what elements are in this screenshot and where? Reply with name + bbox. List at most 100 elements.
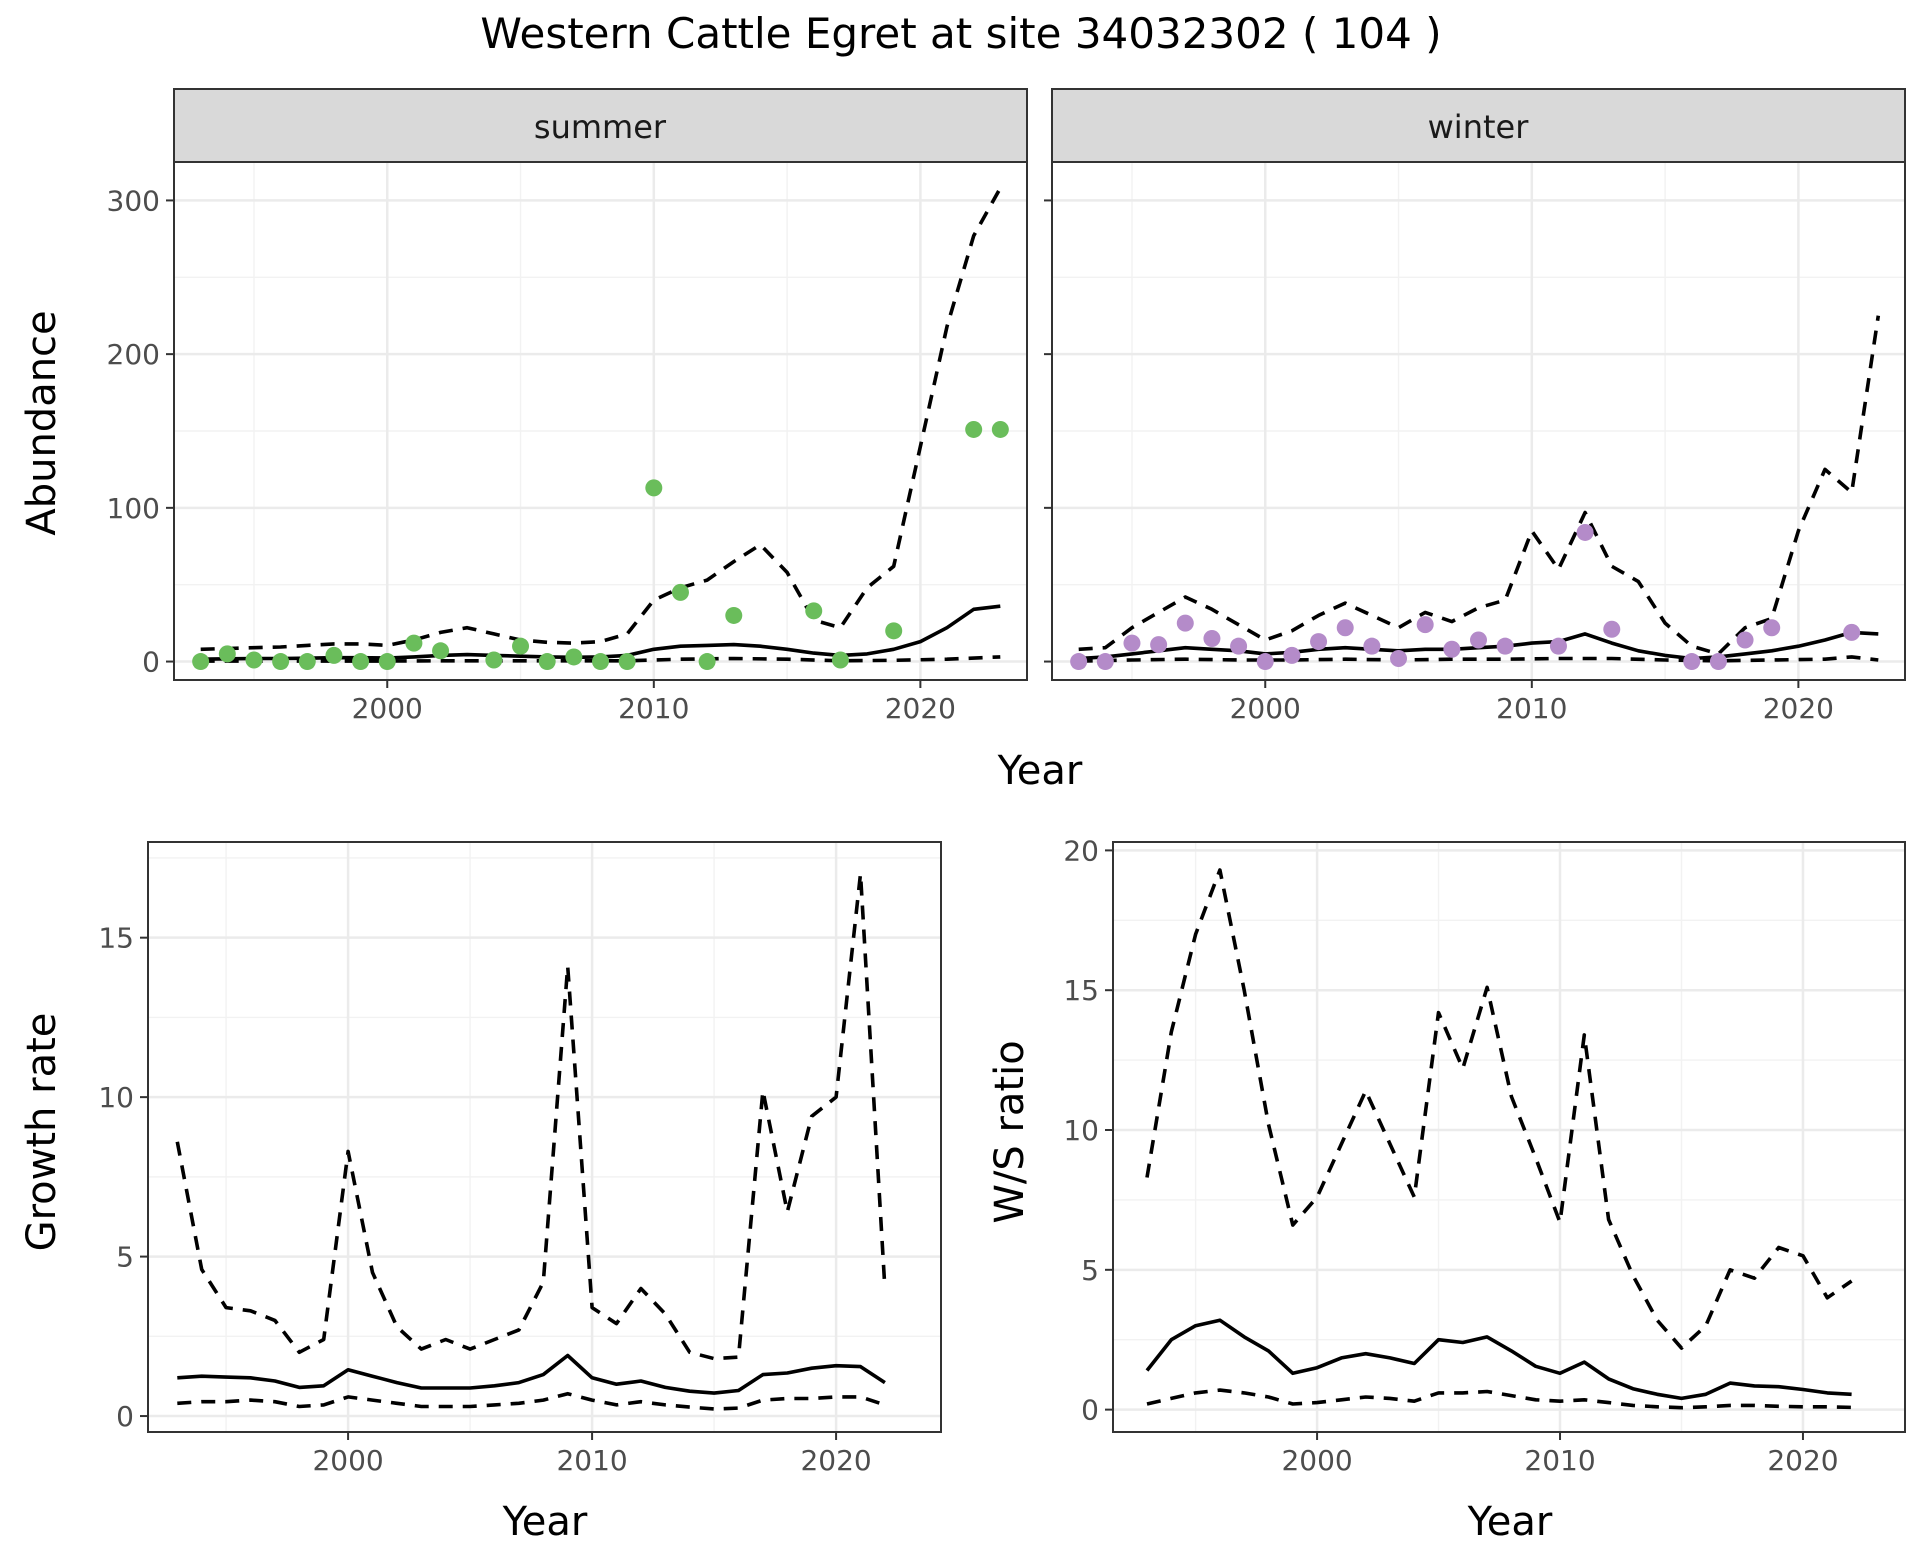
- abundance-summer-data-point: [698, 653, 716, 671]
- abundance-summer-data-point: [885, 622, 903, 640]
- abundance-winter-data-point: [1310, 633, 1328, 651]
- abundance-summer-data-point: [618, 653, 636, 671]
- y-tick-label: 15: [1063, 974, 1099, 1007]
- y-tick-label: 0: [142, 646, 160, 679]
- y-tick-label: 5: [116, 1241, 134, 1274]
- abundance-summer-data-point: [991, 420, 1009, 438]
- x-tick-label: 2010: [1524, 1444, 1595, 1477]
- abundance-summer-data-point: [325, 646, 343, 664]
- x-tick-label: 2000: [312, 1444, 383, 1477]
- facet-strip-summer: [173, 88, 1028, 163]
- y-tick-label: 20: [1063, 834, 1099, 867]
- growth-rate-panel-border: [147, 841, 942, 1433]
- abundance-summer-data-point: [298, 653, 316, 671]
- figure-title: Western Cattle Egret at site 34032302 ( …: [480, 9, 1441, 58]
- abundance-summer-data-point: [512, 637, 530, 655]
- ws-ratio-chart: Year W/S ratio 2000 2010 2020 0 5 10 15 20: [987, 834, 1906, 1545]
- abundance-winter-data-point: [1096, 653, 1114, 671]
- ws-ratio-upper-bound-line: [1145, 868, 1853, 1350]
- abundance-summer-data-point: [725, 606, 743, 624]
- abundance-winter-data-point: [1603, 620, 1621, 638]
- y-tick-label: 5: [1081, 1254, 1099, 1287]
- abundance-summer-data-point: [565, 648, 583, 666]
- abundance-winter-data-point: [1683, 653, 1701, 671]
- abundance-winter-data-point: [1336, 619, 1354, 637]
- abundance-winter-data-point: [1443, 640, 1461, 658]
- abundance-summer-data-point: [671, 583, 689, 601]
- growth-rate-upper-bound-line: [175, 872, 887, 1361]
- abundance-summer-data-point: [485, 651, 503, 669]
- abundance-winter-data-point: [1576, 523, 1594, 541]
- growth-rate-lower-bound-line: [177, 1391, 886, 1411]
- abundance-winter-data-point: [1150, 636, 1168, 654]
- abundance-summer-data-point: [805, 602, 823, 620]
- y-tick-label: 10: [98, 1081, 134, 1114]
- y-tick-label: 10: [1063, 1114, 1099, 1147]
- x-tick-label: 2000: [1281, 1444, 1352, 1477]
- facet-label-winter: winter: [1428, 108, 1530, 146]
- abundance-summer-upper-bound-line: [200, 187, 1002, 652]
- y-tick-label: 300: [107, 184, 160, 217]
- abundance-winter-data-point: [1390, 649, 1408, 667]
- x-tick-label: 2020: [800, 1444, 871, 1477]
- abundance-summer-data-point: [965, 420, 983, 438]
- abundance-winter-data-point: [1363, 637, 1381, 655]
- abundance-winter-data-point: [1763, 619, 1781, 637]
- abundance-winter-data-point: [1843, 623, 1861, 641]
- growth-rate-fit-line: [177, 1353, 886, 1395]
- x-tick-label: 2020: [1763, 692, 1834, 725]
- ws-ratio-panel-border: [1112, 841, 1906, 1433]
- abundance-summer-data-point: [432, 642, 450, 660]
- abundance-winter-upper-bound-line: [1078, 315, 1881, 656]
- abundance-summer-data-point: [218, 645, 236, 663]
- abundance-winter-data-point: [1283, 646, 1301, 664]
- abundance-winter-data-point: [1123, 634, 1141, 652]
- abundance-summer-data-point: [405, 634, 423, 652]
- abundance-winter-panel-border: [1051, 161, 1906, 681]
- abundance-winter-data-point: [1070, 653, 1088, 671]
- x-tick-label: 2000: [1230, 692, 1301, 725]
- y-axis-title-abundance: Abundance: [19, 310, 65, 535]
- y-tick-label: 100: [107, 492, 160, 525]
- y-axis-title-growth: Growth rate: [19, 1013, 65, 1252]
- ws-ratio-lower-bound-line: [1146, 1388, 1852, 1410]
- y-tick-label: 15: [98, 922, 134, 955]
- abundance-summer-panel-border: [173, 161, 1028, 681]
- abundance-summer-data-point: [592, 653, 609, 671]
- x-axis-title-ws: Year: [1467, 1499, 1553, 1545]
- x-tick-label: 2000: [352, 692, 423, 725]
- abundance-winter-data-point: [1709, 653, 1727, 671]
- abundance-summer-data-point: [645, 479, 663, 497]
- abundance-winter-data-point: [1203, 629, 1221, 647]
- abundance-winter-data-point: [1256, 653, 1274, 671]
- y-tick-label: 200: [107, 338, 160, 371]
- facet-label-summer: summer: [534, 108, 667, 146]
- y-tick-label: 0: [1081, 1394, 1099, 1427]
- facet-summer: summer 2000 2010 2020 0 100 200 300: [107, 88, 1028, 725]
- abundance-winter-data-point: [1230, 637, 1248, 655]
- abundance-summer-data-point: [378, 653, 396, 671]
- abundance-winter-data-point: [1496, 637, 1514, 655]
- x-axis-title-abundance: Year: [997, 748, 1083, 794]
- facet-winter: winter 2000 2010 2020: [1044, 88, 1906, 725]
- abundance-winter-data-point: [1549, 637, 1567, 655]
- abundance-summer-data-point: [245, 651, 263, 669]
- abundance-winter-data-point: [1736, 631, 1754, 649]
- y-axis-title-ws: W/S ratio: [987, 1040, 1033, 1223]
- abundance-summer-data-point: [538, 653, 556, 671]
- x-tick-label: 2010: [618, 692, 689, 725]
- x-tick-label: 2020: [885, 692, 956, 725]
- abundance-summer-data-point: [272, 653, 290, 671]
- x-tick-label: 2020: [1767, 1444, 1838, 1477]
- abundance-summer-fit-line: [200, 604, 1001, 661]
- x-tick-label: 2010: [556, 1444, 627, 1477]
- abundance-summer-data-point: [831, 651, 849, 669]
- abundance-winter-data-point: [1416, 616, 1434, 634]
- abundance-chart: summer 2000 2010 2020 0 100 200 300 winter 200…: [19, 88, 1906, 794]
- y-tick-label: 0: [116, 1400, 134, 1433]
- abundance-winter-data-point: [1176, 614, 1194, 632]
- x-tick-label: 2010: [1496, 692, 1567, 725]
- ws-ratio-fit-line: [1145, 1318, 1852, 1401]
- abundance-summer-data-point: [352, 653, 370, 671]
